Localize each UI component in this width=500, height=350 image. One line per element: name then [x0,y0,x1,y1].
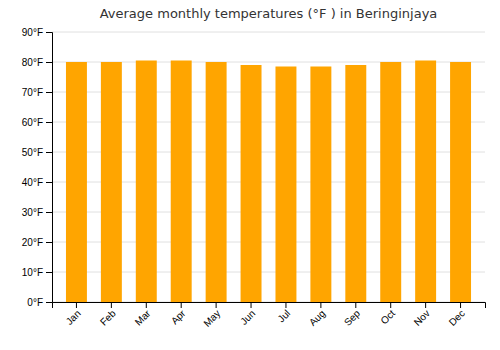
tick-label: 0°F [27,297,43,308]
tick: Feb [98,302,118,328]
tick-mark [46,182,52,183]
tick-mark [460,302,461,308]
tick-mark [251,302,252,308]
bar [415,61,436,303]
tick-mark [46,272,52,273]
tick-label: 90°F [22,27,43,38]
tick-mark [46,32,52,33]
bar [345,65,366,302]
axis-line [53,303,486,309]
tick: 30°F [22,207,52,218]
tick-label: 60°F [22,117,43,128]
tick-mark [46,212,52,213]
tick-mark [76,302,77,308]
tick: Mar [133,302,153,328]
tick-mark [390,302,391,308]
bar [310,67,331,303]
tick: 60°F [22,117,52,128]
tick-label: 70°F [22,87,43,98]
tick-mark [46,92,52,93]
bar [450,62,471,302]
bar [206,62,227,302]
tick: 0°F [27,297,52,308]
tick-label: 80°F [22,57,43,68]
tick-mark [146,302,147,308]
tick-label: 30°F [22,207,43,218]
tick-label: Aug [307,308,327,328]
tick: 20°F [22,237,52,248]
tick-label: Oct [378,308,397,327]
tick-label: May [201,308,222,329]
bar [101,62,122,302]
tick-mark [46,152,52,153]
tick-label: 40°F [22,177,43,188]
tick-mark [46,242,52,243]
tick: Oct [378,302,397,326]
tick-mark [216,302,217,308]
bar [66,62,87,302]
tick: Dec [447,302,467,328]
tick-label: 20°F [22,237,43,248]
tick: 40°F [22,177,52,188]
tick: Apr [169,302,188,326]
title: Average monthly temperatures (°F ) in Be… [100,6,438,21]
tick-label: Nov [412,308,432,328]
y-axis: 0°F 10°F 20°F 30°F 40°F 50°F 60°F 70°F 80°F 90°F [22,27,53,308]
tick-label: Jul [275,308,292,325]
tick: Jul [275,302,292,324]
plot-area [66,61,471,303]
tick-mark [46,122,52,123]
tick-label: Feb [98,307,118,327]
grid-line [52,32,485,33]
tick: 10°F [22,267,52,278]
tick: 50°F [22,147,52,158]
tick-label: 50°F [22,147,43,158]
tick-label: Mar [133,307,153,327]
tick-label: Jan [64,308,83,327]
bar [380,62,401,302]
tick: 90°F [22,27,52,38]
tick: Sep [342,302,363,328]
tick-mark [320,302,321,308]
tick-mark [285,302,286,308]
tick: Aug [307,302,327,328]
chart: 0°F 10°F 20°F 30°F 40°F 50°F 60°F 70°F 80°F 90°F J… [0,0,500,350]
tick-mark [46,302,52,303]
tick-label: Apr [169,307,188,326]
tick: 80°F [22,57,52,68]
tick: Jun [238,302,257,327]
bar [241,65,262,302]
tick-mark [355,302,356,308]
x-axis: Jan Feb Mar Apr May Jun Jul Aug Sep Oct Nov Dec [53,302,486,329]
bar [136,61,157,303]
bar [275,67,296,303]
tick-label: Dec [447,308,467,328]
tick-mark [181,302,182,308]
tick: May [201,302,222,329]
bar [171,61,192,303]
tick: Jan [64,302,83,327]
tick-mark [111,302,112,308]
tick-mark [46,62,52,63]
grid [52,32,485,302]
tick-label: 10°F [22,267,43,278]
axis-line [46,33,53,303]
tick-mark [425,302,426,308]
tick: Nov [412,302,432,328]
tick-label: Jun [238,308,257,327]
tick-label: Sep [342,307,363,328]
tick: 70°F [22,87,52,98]
